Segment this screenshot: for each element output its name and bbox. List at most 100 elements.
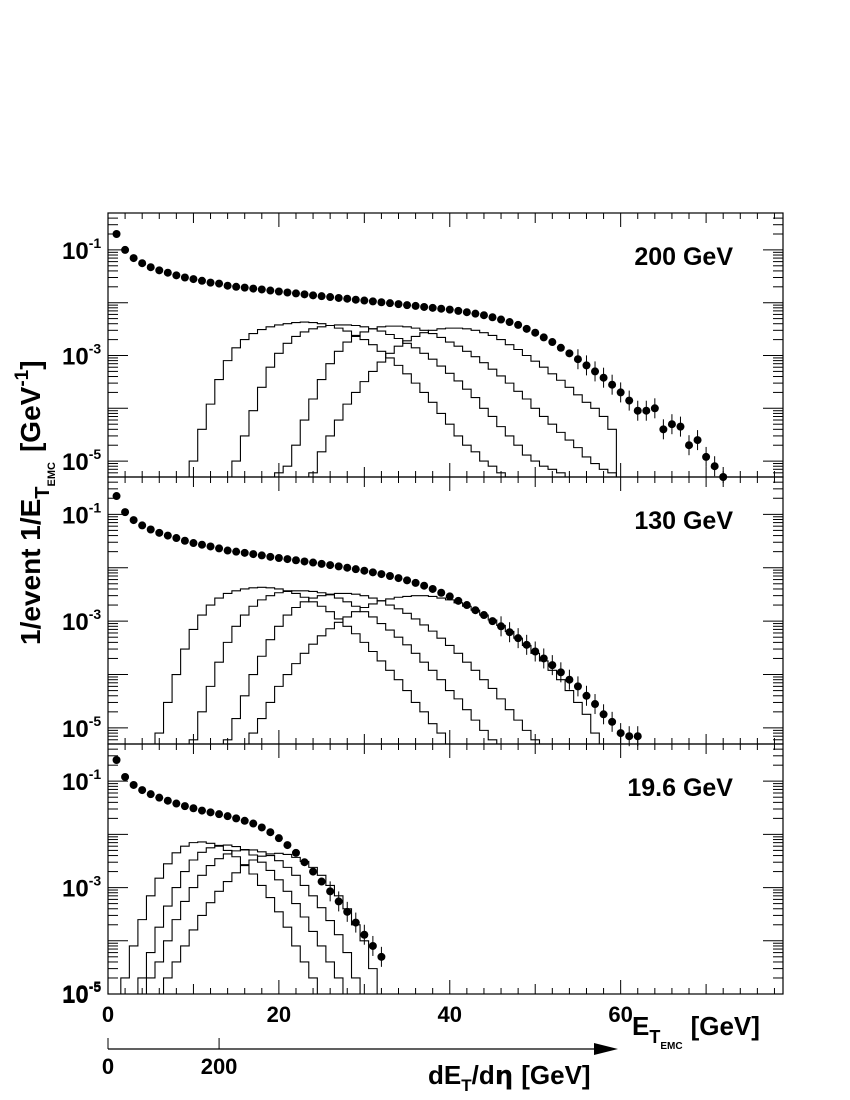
data-point <box>437 588 446 597</box>
data-point <box>702 452 711 461</box>
data-point <box>351 918 360 927</box>
data-point <box>138 786 147 795</box>
data-point <box>223 546 232 555</box>
data-point <box>146 790 155 799</box>
data-point <box>172 534 181 543</box>
data-point <box>462 601 471 610</box>
data-point <box>300 557 309 566</box>
data-point <box>505 628 514 637</box>
data-point <box>556 668 565 677</box>
data-point <box>155 528 164 537</box>
data-point <box>710 462 719 471</box>
data-point <box>309 867 318 876</box>
data-point <box>368 568 377 577</box>
data-point <box>334 562 343 571</box>
data-point <box>394 300 403 309</box>
data-point <box>266 552 275 561</box>
histogram-1 <box>120 841 318 994</box>
panel-2: 10-1 10-3 10-5 130 GeV <box>62 476 784 747</box>
data-point <box>479 311 488 320</box>
data-point <box>522 640 531 649</box>
data-point <box>326 887 335 896</box>
data-point <box>573 355 582 364</box>
data-point <box>283 841 292 850</box>
y-tick-label: 10-3 <box>62 606 101 636</box>
panel-1: 10-1 10-3 10-5 200 GeV <box>62 212 784 487</box>
data-point <box>548 661 557 670</box>
data-point <box>283 288 292 297</box>
data-point <box>206 542 215 551</box>
data-point <box>317 559 326 568</box>
data-point <box>625 396 634 405</box>
data-point <box>309 291 318 300</box>
histogram-3 <box>145 848 361 994</box>
secondary-axis-title: dET/dη [GeV] <box>428 1060 591 1095</box>
data-point <box>411 578 420 587</box>
y-tick-label: 10-1 <box>62 499 101 529</box>
secondary-axis-arrowhead <box>594 1043 618 1055</box>
data-point <box>326 561 335 570</box>
data-point <box>112 756 121 765</box>
data-point <box>343 294 352 303</box>
data-point <box>129 780 138 789</box>
data-point <box>232 282 241 291</box>
y-label-unit: [GeV <box>15 386 46 452</box>
data-point <box>445 305 454 314</box>
panel-frame <box>107 743 784 995</box>
data-point <box>129 516 138 525</box>
data-point <box>633 406 642 415</box>
data-point <box>573 682 582 691</box>
data-point <box>565 675 574 684</box>
data-point <box>163 531 172 540</box>
x-label-main: E <box>632 1011 649 1041</box>
data-point <box>403 576 412 585</box>
data-point <box>146 263 155 272</box>
histogram-3 <box>222 592 541 744</box>
y-tick-label: 10-1 <box>62 235 101 265</box>
y-label-unit-close: ] <box>15 360 46 369</box>
data-point <box>138 259 147 268</box>
data-point <box>240 816 249 825</box>
y-tick-label: 10-5 <box>62 979 101 1009</box>
data-point <box>291 289 300 298</box>
data-point <box>334 293 343 302</box>
y-tick-label: 10-3 <box>62 873 101 903</box>
histogram-4 <box>162 852 378 994</box>
data-point <box>377 570 386 579</box>
data-point <box>112 492 121 501</box>
data-point <box>112 230 121 239</box>
data-point <box>377 298 386 307</box>
data-point <box>343 563 352 572</box>
data-point <box>180 273 189 282</box>
data-point <box>608 380 617 389</box>
data-point <box>377 952 386 961</box>
data-point <box>428 303 437 312</box>
data-point <box>155 793 164 802</box>
data-point <box>539 654 548 663</box>
panel-label: 200 GeV <box>634 243 733 271</box>
data-point <box>223 281 232 290</box>
data-point <box>249 550 258 559</box>
svg-text:1/event 1/ETEMC[GeV-1]: 1/event 1/ETEMC[GeV-1] <box>12 360 58 645</box>
data-point <box>215 544 224 553</box>
data-point <box>163 268 172 277</box>
data-point <box>454 596 463 605</box>
data-point <box>360 566 369 575</box>
x-tick-label: 0 <box>102 1002 114 1027</box>
data-point <box>445 592 454 601</box>
data-point <box>197 276 206 285</box>
data-point <box>172 799 181 808</box>
data-point <box>215 279 224 288</box>
data-point <box>599 373 608 382</box>
data-point <box>334 897 343 906</box>
data-point <box>685 441 694 450</box>
data-point <box>257 823 266 832</box>
data-point <box>385 571 394 580</box>
data-point <box>616 729 625 738</box>
data-point <box>591 367 600 376</box>
y-label-sub-t: T <box>32 486 54 498</box>
secondary-tick-label: 200 <box>201 1054 238 1079</box>
data-point <box>650 404 659 413</box>
histogram-1 <box>154 586 455 745</box>
